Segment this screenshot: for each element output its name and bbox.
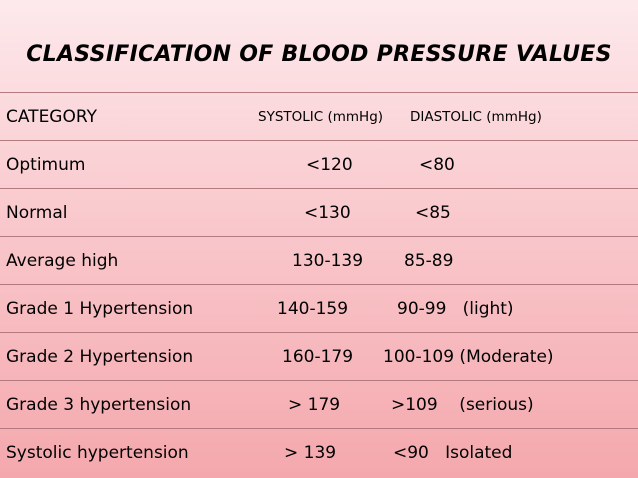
table-row: Optimum <120 <80 (0, 140, 638, 188)
row-category: Systolic hypertension (6, 442, 189, 463)
header-systolic: SYSTOLIC (mmHg) (258, 108, 384, 125)
row-diastolic: 90-99 (light) (397, 298, 514, 319)
row-diastolic: 85-89 (404, 250, 454, 271)
row-diastolic: <85 (415, 202, 451, 223)
table-row: Average high 130-139 85-89 (0, 236, 638, 284)
table-row: Grade 1 Hypertension 140-159 90-99 (ligh… (0, 284, 638, 332)
slide-title: CLASSIFICATION OF BLOOD PRESSURE VALUES (26, 42, 612, 67)
row-category: Optimum (6, 154, 86, 175)
row-diastolic: <90 Isolated (393, 442, 513, 463)
table-header-row: CATEGORY SYSTOLIC (mmHg) DIASTOLIC (mmHg… (0, 92, 638, 140)
row-diastolic: 100-109 (Moderate) (383, 346, 554, 367)
row-systolic: 140-159 (277, 298, 349, 319)
row-systolic: 160-179 (282, 346, 354, 367)
row-category: Normal (6, 202, 68, 223)
bp-classification-table: CATEGORY SYSTOLIC (mmHg) DIASTOLIC (mmHg… (0, 92, 638, 476)
table-row: Grade 3 hypertension > 179 >109 (serious… (0, 380, 638, 428)
row-systolic: > 179 (288, 394, 341, 415)
row-systolic: > 139 (284, 442, 337, 463)
row-diastolic: <80 (419, 154, 455, 175)
table-row: Systolic hypertension > 139 <90 Isolated (0, 428, 638, 476)
header-category: CATEGORY (6, 106, 97, 127)
row-category: Grade 2 Hypertension (6, 346, 194, 367)
row-category: Average high (6, 250, 119, 271)
table-row: Grade 2 Hypertension 160-179 100-109 (Mo… (0, 332, 638, 380)
row-category: Grade 3 hypertension (6, 394, 192, 415)
table-row: Normal <130 <85 (0, 188, 638, 236)
row-systolic: 130-139 (292, 250, 364, 271)
row-diastolic: >109 (serious) (391, 394, 534, 415)
row-systolic: <130 (304, 202, 351, 223)
header-diastolic: DIASTOLIC (mmHg) (410, 108, 542, 125)
row-systolic: <120 (306, 154, 353, 175)
row-category: Grade 1 Hypertension (6, 298, 194, 319)
